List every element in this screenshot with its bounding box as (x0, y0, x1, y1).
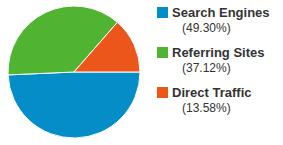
legend-value: (37.12%) (182, 61, 231, 75)
legend-label: Direct Traffic (172, 85, 251, 100)
legend-swatch (157, 47, 168, 58)
pie-slice (8, 72, 140, 138)
legend-value: (49.30%) (182, 21, 231, 35)
pie-slice (74, 22, 140, 72)
legend-label: Search Engines (172, 5, 270, 20)
pie (8, 6, 140, 138)
legend-label: Referring Sites (172, 45, 264, 60)
legend-swatch (157, 87, 168, 98)
legend: Search Engines(49.30%) Referring Sites(37… (157, 5, 270, 115)
legend-swatch (157, 7, 168, 18)
legend-value: (13.58%) (182, 101, 231, 115)
chart: Search Engines(49.30%) Referring Sites(37… (0, 0, 283, 145)
